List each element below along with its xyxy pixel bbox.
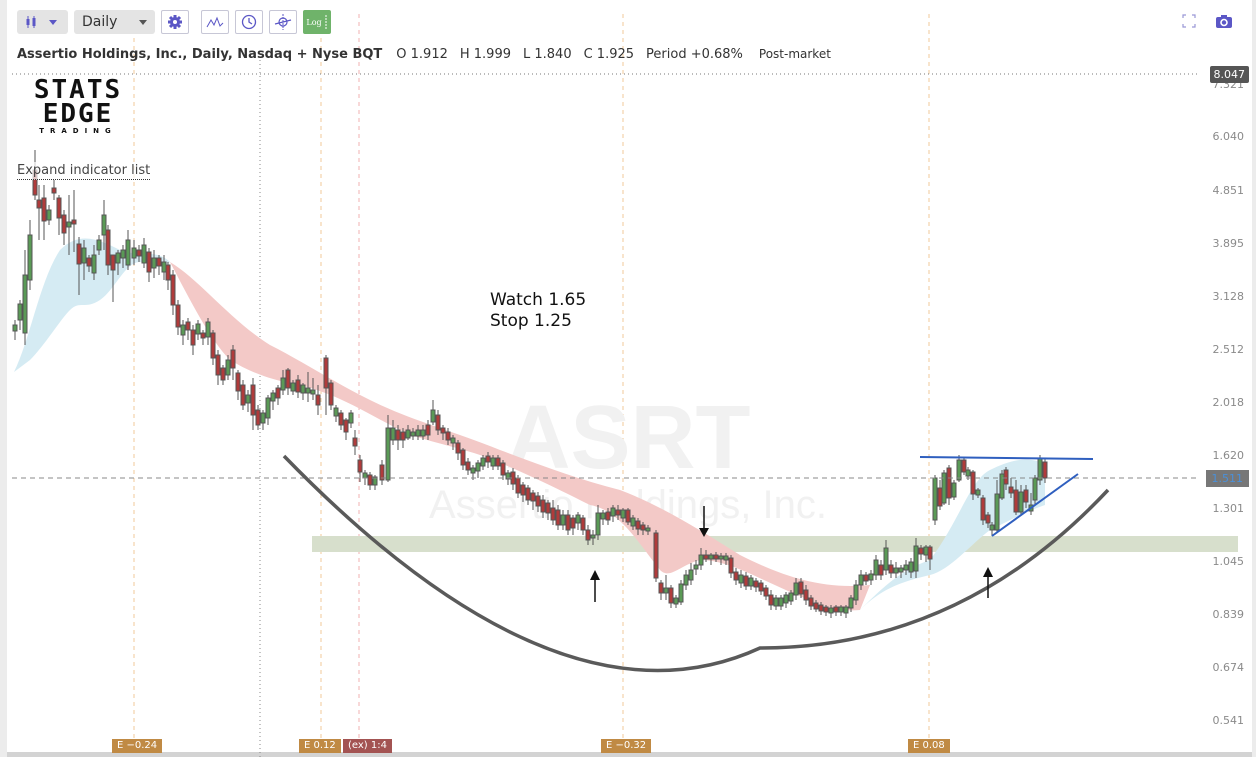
y-tick: 2.018 [1212, 396, 1245, 409]
high-price-tag: 8.047 [1209, 66, 1249, 83]
log-label: Log [306, 17, 322, 27]
arrow-up-icon [983, 567, 993, 598]
symbol-title: Assertio Holdings, Inc., Daily, Nasdaq +… [17, 47, 383, 62]
symbol-info-bar: Assertio Holdings, Inc., Daily, Nasdaq +… [17, 47, 831, 62]
chevron-down-icon [49, 19, 57, 25]
interval-label: Daily [82, 14, 118, 30]
trade-note: Watch 1.65 Stop 1.25 [490, 290, 586, 332]
arrow-down-icon [699, 506, 709, 537]
clock-icon [241, 14, 257, 30]
y-tick: 4.851 [1212, 184, 1245, 197]
low-value: L 1.840 [523, 47, 572, 62]
right-scrollbar[interactable] [1252, 0, 1256, 757]
stats-edge-logo: STATS EDGE TRADING [30, 75, 126, 135]
left-border [0, 0, 7, 757]
indicators-button[interactable] [201, 10, 229, 34]
camera-icon[interactable] [1216, 14, 1232, 28]
resistance-line[interactable] [919, 456, 1094, 460]
chevron-down-icon [139, 19, 147, 25]
logo-line2: EDGE [42, 99, 114, 129]
top-right-controls [1182, 14, 1232, 28]
earnings-tag[interactable]: E 0.12 [299, 739, 341, 753]
open-value: O 1.912 [396, 47, 448, 62]
ema-band-bullish [14, 238, 170, 372]
arrow-up-icon [590, 570, 600, 602]
chart-type-dropdown[interactable] [17, 10, 68, 34]
cup-curve-drawing[interactable] [282, 454, 1110, 673]
ema-band-bullish-recent [860, 459, 1045, 610]
rising-trendline[interactable] [991, 473, 1079, 537]
bottom-scrollbar[interactable] [7, 752, 1252, 757]
watch-level-text: Watch 1.65 [490, 290, 587, 310]
crosshair-icon [274, 14, 292, 30]
high-value: H 1.999 [459, 47, 511, 62]
compare-time-button[interactable] [235, 10, 263, 34]
earnings-tag[interactable]: E −0.32 [601, 739, 652, 753]
interval-dropdown[interactable]: Daily [74, 10, 155, 34]
stop-level-text: Stop 1.25 [490, 311, 572, 331]
y-tick: 0.674 [1212, 661, 1245, 674]
y-tick: 3.128 [1212, 290, 1245, 303]
log-scale-toggle[interactable]: Log [303, 10, 331, 34]
y-tick: 1.620 [1212, 449, 1245, 462]
fullscreen-icon[interactable] [1182, 14, 1196, 28]
period-change: Period +0.68% [646, 47, 743, 62]
settings-button[interactable] [161, 10, 189, 34]
y-tick: 1.301 [1212, 502, 1245, 515]
indicator-icon [206, 16, 224, 28]
scale-icon [325, 15, 327, 29]
expand-indicator-list-link[interactable]: Expand indicator list [17, 162, 151, 180]
chart-toolbar: Daily Log [17, 10, 331, 34]
last-price-tag: 1.511 [1205, 470, 1249, 487]
y-tick: 0.541 [1212, 714, 1245, 727]
logo-line1: STATS [33, 75, 123, 105]
earnings-tag[interactable]: E −0.24 [112, 739, 163, 753]
crosshair-button[interactable] [269, 10, 297, 34]
y-tick: 0.839 [1212, 608, 1245, 621]
candlestick-icon [26, 16, 36, 28]
y-tick: 6.040 [1212, 130, 1245, 143]
session-label: Post-market [758, 47, 831, 61]
support-zone [312, 536, 1238, 552]
logo-line3: TRADING [39, 127, 117, 135]
close-value: C 1.925 [583, 47, 635, 62]
split-tag[interactable]: (ex) 1:4 [343, 739, 392, 753]
earnings-tag[interactable]: E 0.08 [908, 739, 950, 753]
y-tick: 1.045 [1212, 555, 1245, 568]
y-tick: 3.895 [1212, 237, 1245, 250]
gear-icon [168, 15, 182, 29]
y-tick: 2.512 [1212, 343, 1245, 356]
